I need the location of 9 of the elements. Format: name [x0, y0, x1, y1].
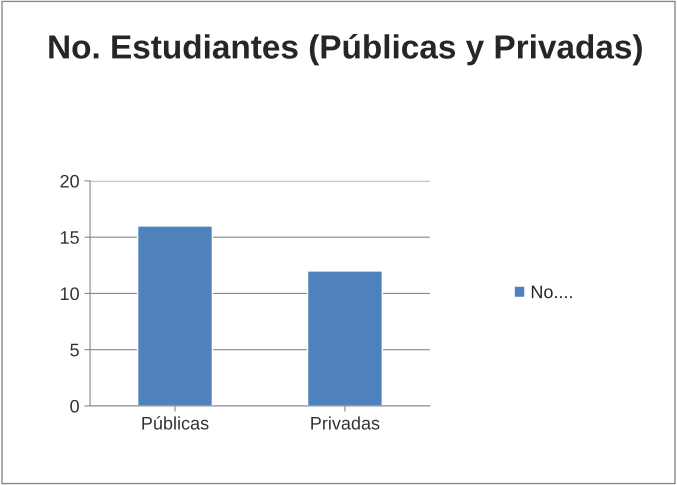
y-tick-label: 0	[70, 400, 79, 413]
legend-label: No....	[532, 286, 572, 298]
y-tick-label: 20	[60, 174, 79, 188]
x-tick-label: Privadas	[311, 416, 380, 430]
y-tick-label: 5	[70, 344, 79, 356]
x-tick-label: Públicas	[142, 416, 208, 430]
chart-title: No. Estudiantes (Públicas y Privadas)	[49, 34, 642, 66]
y-tick-label: 10	[60, 287, 79, 300]
y-tick-label: 15	[60, 231, 79, 244]
